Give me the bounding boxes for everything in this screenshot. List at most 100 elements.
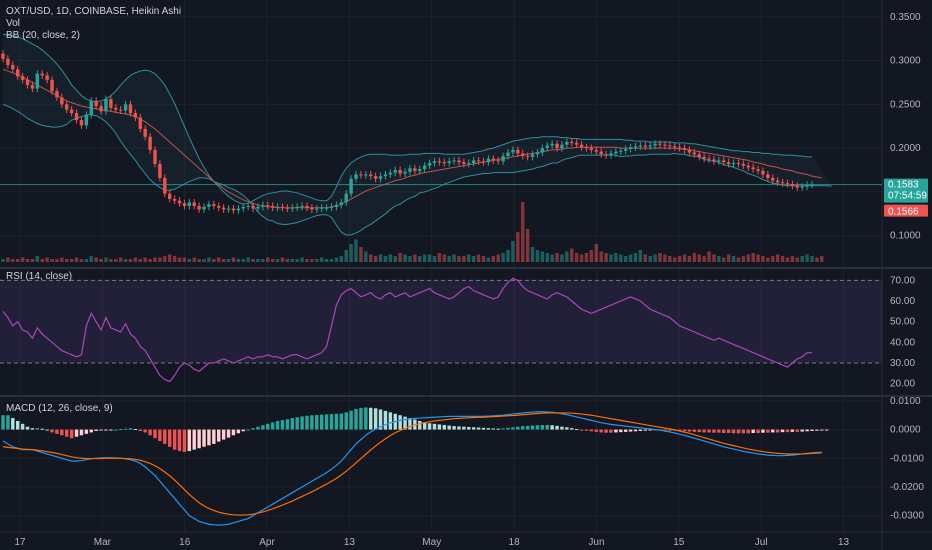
macd-histogram-bar: [30, 428, 35, 430]
macd-label[interactable]: MACD (12, 26, close, 9): [6, 403, 113, 414]
candle-body: [187, 202, 192, 206]
macd-histogram-bar: [148, 429, 152, 436]
macd-histogram-bar: [6, 415, 10, 430]
macd-histogram-bar: [20, 423, 25, 430]
bb-fill: [3, 34, 832, 235]
candle-body: [810, 184, 814, 186]
volume-bar: [746, 254, 750, 262]
macd-histogram-bar: [408, 418, 412, 430]
volume-bar: [182, 257, 187, 262]
candle-body: [163, 177, 167, 194]
macd-histogram-bar: [736, 429, 741, 434]
macd-histogram-bar: [726, 429, 731, 434]
candle-body: [663, 144, 667, 146]
candle-body: [800, 186, 804, 188]
macd-histogram-bar: [481, 427, 486, 430]
volume-bar: [177, 257, 182, 262]
volume-bar: [815, 257, 819, 262]
candle-body: [256, 206, 260, 209]
volume-bar: [702, 256, 706, 262]
last-price-tag: 0.1583 07:54:59: [884, 178, 928, 203]
candle-body: [775, 180, 780, 183]
macd-histogram-bar: [805, 429, 809, 432]
volume-bar: [251, 259, 255, 262]
macd-histogram-bar: [236, 429, 241, 434]
macd-histogram-bar: [163, 429, 167, 444]
volume-bar: [266, 257, 270, 262]
candle-body: [712, 159, 716, 162]
symbol-title[interactable]: OXT/USD, 1D, COINBASE, Heikin Ashi: [6, 6, 181, 17]
bollinger-label[interactable]: BB (20, close, 2): [6, 30, 80, 41]
candle-body: [481, 161, 486, 163]
macd-histogram-bar: [104, 429, 108, 431]
volume-bar: [60, 257, 64, 262]
macd-histogram-bar: [79, 429, 84, 436]
macd-histogram-bar: [731, 429, 736, 434]
macd-histogram-bar: [290, 418, 294, 430]
macd-histogram-bar: [388, 412, 393, 430]
candle-body: [15, 69, 20, 77]
macd-histogram-bar: [506, 427, 510, 430]
macd-histogram-bar: [99, 429, 103, 431]
candle-body: [148, 136, 152, 150]
volume-bar: [20, 257, 25, 262]
candle-body: [457, 160, 461, 163]
volume-bar: [697, 254, 701, 262]
candle-body: [246, 205, 250, 207]
volume-bar: [668, 256, 672, 262]
volume-bar: [339, 256, 344, 262]
macd-histogram-bar: [109, 429, 113, 431]
lower-band-tag: 0.1566: [884, 204, 928, 218]
macd-histogram-bar: [579, 429, 584, 431]
volume-bar: [133, 257, 138, 262]
candle-body: [25, 79, 30, 86]
time-tick-label: Apr: [259, 537, 275, 548]
macd-histogram-bar: [364, 407, 368, 430]
volume-bar: [535, 250, 540, 262]
macd-histogram-bar: [643, 429, 648, 431]
macd-plot: [1, 407, 829, 526]
macd-histogram-bar: [359, 408, 363, 430]
volume-bar: [1, 259, 5, 262]
time-tick-label: May: [422, 537, 441, 548]
rsi-label[interactable]: RSI (14, close): [6, 271, 72, 282]
candle-body: [506, 152, 510, 157]
volume-bar: [805, 254, 809, 262]
volume-bar: [290, 259, 294, 262]
macd-histogram-bar: [182, 429, 187, 452]
candle-body: [511, 149, 515, 153]
time-tick-label: 17: [14, 537, 26, 548]
volume-bar: [354, 239, 358, 262]
volume-bar: [74, 257, 79, 262]
candle-body: [251, 205, 255, 209]
volume-bar: [236, 259, 241, 262]
macd-histogram-bar: [599, 429, 603, 433]
volume-bar: [212, 259, 216, 262]
volume-bar: [579, 254, 584, 262]
macd-histogram-bar: [741, 429, 746, 434]
candle-body: [795, 185, 800, 188]
volume-bar: [545, 253, 549, 262]
volume-bar: [319, 257, 324, 262]
volume-bar: [261, 259, 265, 262]
candle-body: [118, 109, 123, 111]
macd-histogram-bar: [491, 428, 496, 430]
volume-label[interactable]: Vol: [6, 18, 20, 29]
candle-body: [648, 145, 652, 147]
candle-body: [270, 205, 275, 208]
macd-histogram-bar: [138, 429, 143, 431]
volume-bar: [565, 251, 569, 262]
macd-histogram-bar: [560, 426, 564, 430]
candle-body: [530, 154, 535, 157]
price-tick-label: 0.3000: [890, 56, 921, 67]
volume-bar: [775, 254, 780, 262]
macd-line: [2, 411, 822, 526]
candle-body: [741, 163, 746, 166]
volume-bar: [594, 244, 598, 262]
volume-bar: [467, 254, 471, 262]
volume-bar: [413, 254, 417, 262]
volume-bar: [217, 257, 221, 262]
candle-body: [422, 165, 427, 170]
volume-bar: [403, 254, 407, 262]
